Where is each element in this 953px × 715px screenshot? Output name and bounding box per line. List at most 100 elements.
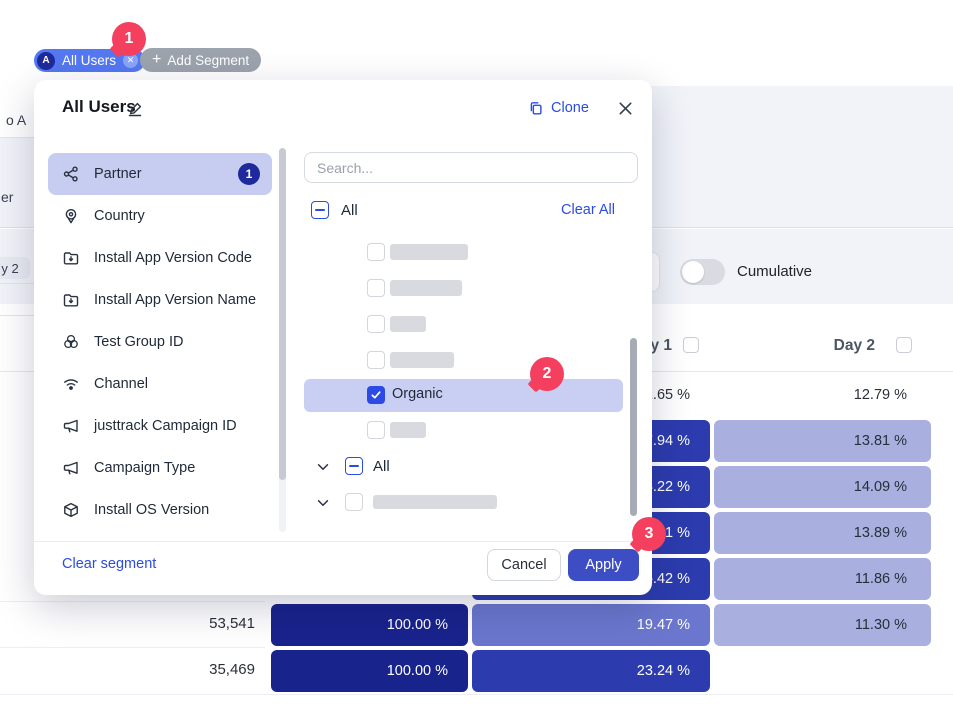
sidebar-item-label: Country	[94, 208, 145, 224]
list-item-organic[interactable]	[304, 379, 623, 412]
day1-cell: 19.47 %	[472, 604, 710, 646]
select-all-label: All	[341, 202, 358, 219]
megaphone-icon	[62, 417, 80, 435]
sidebar-item-channel[interactable]: Channel	[48, 363, 272, 405]
edit-pencil-icon[interactable]	[126, 100, 144, 118]
chevron-down-icon[interactable]	[315, 495, 331, 511]
cumulative-toggle[interactable]	[680, 259, 725, 285]
row-divider	[0, 647, 265, 648]
table-row: 35,469 100.00 % 23.24 %	[0, 648, 953, 694]
close-icon[interactable]	[617, 100, 634, 117]
divider	[0, 283, 34, 284]
sidebar-item-install-app-version-name[interactable]: Install App Version Name	[48, 279, 272, 321]
day2-cell: 13.89 %	[714, 512, 931, 554]
group-all-checkbox[interactable]	[345, 457, 363, 475]
add-segment-label: Add Segment	[167, 52, 250, 68]
sidebar-item-label: Partner	[94, 166, 142, 182]
sidebar-item-partner[interactable]: Partner 1	[48, 153, 272, 195]
item-checkbox[interactable]	[367, 421, 385, 439]
day2-header: Day 2	[833, 337, 875, 354]
sidebar-item-test-group-id[interactable]: Test Group ID	[48, 321, 272, 363]
day2-cell: 11.86 %	[714, 558, 931, 600]
map-pin-icon	[62, 207, 80, 225]
check-icon	[371, 391, 381, 399]
clear-segment-link[interactable]: Clear segment	[62, 556, 157, 572]
cancel-button[interactable]: Cancel	[487, 549, 561, 581]
footer-divider	[34, 541, 652, 542]
sidebar-item-campaign-type[interactable]: Campaign Type	[48, 447, 272, 489]
sidebar-item-label: Campaign Type	[94, 460, 196, 476]
sidebar-item-badge: 1	[238, 163, 260, 185]
cumulative-label: Cumulative	[737, 263, 813, 280]
redacted-label	[390, 422, 426, 438]
day0-cell: 100.00 %	[271, 604, 468, 646]
modal-title: All Users	[62, 97, 136, 116]
group-all-label: All	[373, 458, 390, 475]
redacted-label	[373, 495, 497, 509]
segment-avatar: A	[37, 51, 55, 70]
redacted-label	[390, 280, 462, 296]
divider	[0, 315, 34, 316]
day2-cell: 14.09 %	[714, 466, 931, 508]
annotation-step-3: 3	[629, 517, 666, 553]
clone-button[interactable]: Clone	[528, 100, 589, 116]
sidebar-item-justtrack-campaign-id[interactable]: justtrack Campaign ID	[48, 405, 272, 447]
sidebar-item-label: justtrack Campaign ID	[94, 418, 237, 434]
apply-button[interactable]: Apply	[568, 549, 639, 581]
megaphone-icon	[62, 459, 80, 477]
sidebar-item-install-app-version-code[interactable]: Install App Version Code	[48, 237, 272, 279]
redacted-label	[390, 352, 454, 368]
table-row: 53,541 100.00 % 19.47 % 11.30 %	[0, 602, 953, 648]
user-count: 53,541	[209, 615, 255, 632]
sidebar-item-label: Install OS Version	[94, 502, 210, 518]
sidebar-item-label: Test Group ID	[94, 334, 184, 350]
sidebar-item-label: Install App Version Code	[94, 250, 252, 266]
group-checkbox[interactable]	[345, 493, 363, 511]
copy-icon	[528, 100, 544, 116]
item-checkbox[interactable]	[367, 243, 385, 261]
minus-icon	[349, 465, 359, 467]
organic-checkbox[interactable]	[367, 386, 385, 404]
sidebar-scrollbar-thumb[interactable]	[279, 148, 286, 480]
row-divider	[0, 694, 953, 695]
clone-label: Clone	[551, 100, 589, 116]
venn-icon	[62, 333, 80, 351]
list-scrollbar-thumb[interactable]	[630, 338, 637, 516]
clear-all-link[interactable]: Clear All	[561, 202, 615, 218]
sidebar-item-country[interactable]: Country	[48, 195, 272, 237]
sidebar-item-label: Install App Version Name	[94, 292, 257, 308]
organic-label: Organic	[392, 386, 443, 402]
day2-cell: 13.81 %	[714, 420, 931, 462]
folder-download-icon	[62, 291, 80, 309]
day0-cell: 100.00 %	[271, 650, 468, 692]
wifi-icon	[62, 375, 80, 393]
chevron-down-icon[interactable]	[315, 459, 331, 475]
day1-header-checkbox[interactable]	[683, 337, 699, 353]
add-segment-button[interactable]: + Add Segment	[140, 48, 262, 72]
clipped-text-fragment: er	[1, 189, 14, 205]
search-input[interactable]	[304, 152, 638, 183]
redacted-label	[390, 244, 468, 260]
clipped-chip-fragment: y 2	[0, 257, 30, 279]
share-nodes-icon	[62, 165, 80, 183]
plus-icon: +	[152, 51, 162, 68]
day2-header-checkbox[interactable]	[896, 337, 912, 353]
sidebar-item-label: Channel	[94, 376, 149, 392]
user-count: 35,469	[209, 661, 255, 678]
item-checkbox[interactable]	[367, 279, 385, 297]
folder-download-icon	[62, 249, 80, 267]
day1-cell: 23.24 %	[472, 650, 710, 692]
sidebar-item-install-os-version[interactable]: Install OS Version	[48, 489, 272, 531]
x-circle-icon[interactable]: ✕	[123, 53, 139, 68]
row-divider	[0, 601, 265, 602]
redacted-label	[390, 316, 426, 332]
annotation-step-2: 2	[527, 357, 564, 393]
day2-cell: 11.30 %	[714, 604, 931, 646]
segment-editor-modal: All Users Clone	[34, 80, 652, 595]
select-all-checkbox[interactable]	[311, 201, 329, 219]
item-checkbox[interactable]	[367, 315, 385, 333]
item-checkbox[interactable]	[367, 351, 385, 369]
annotation-step-1: 1	[109, 22, 146, 58]
clipped-text-fragment: o A	[6, 112, 27, 128]
